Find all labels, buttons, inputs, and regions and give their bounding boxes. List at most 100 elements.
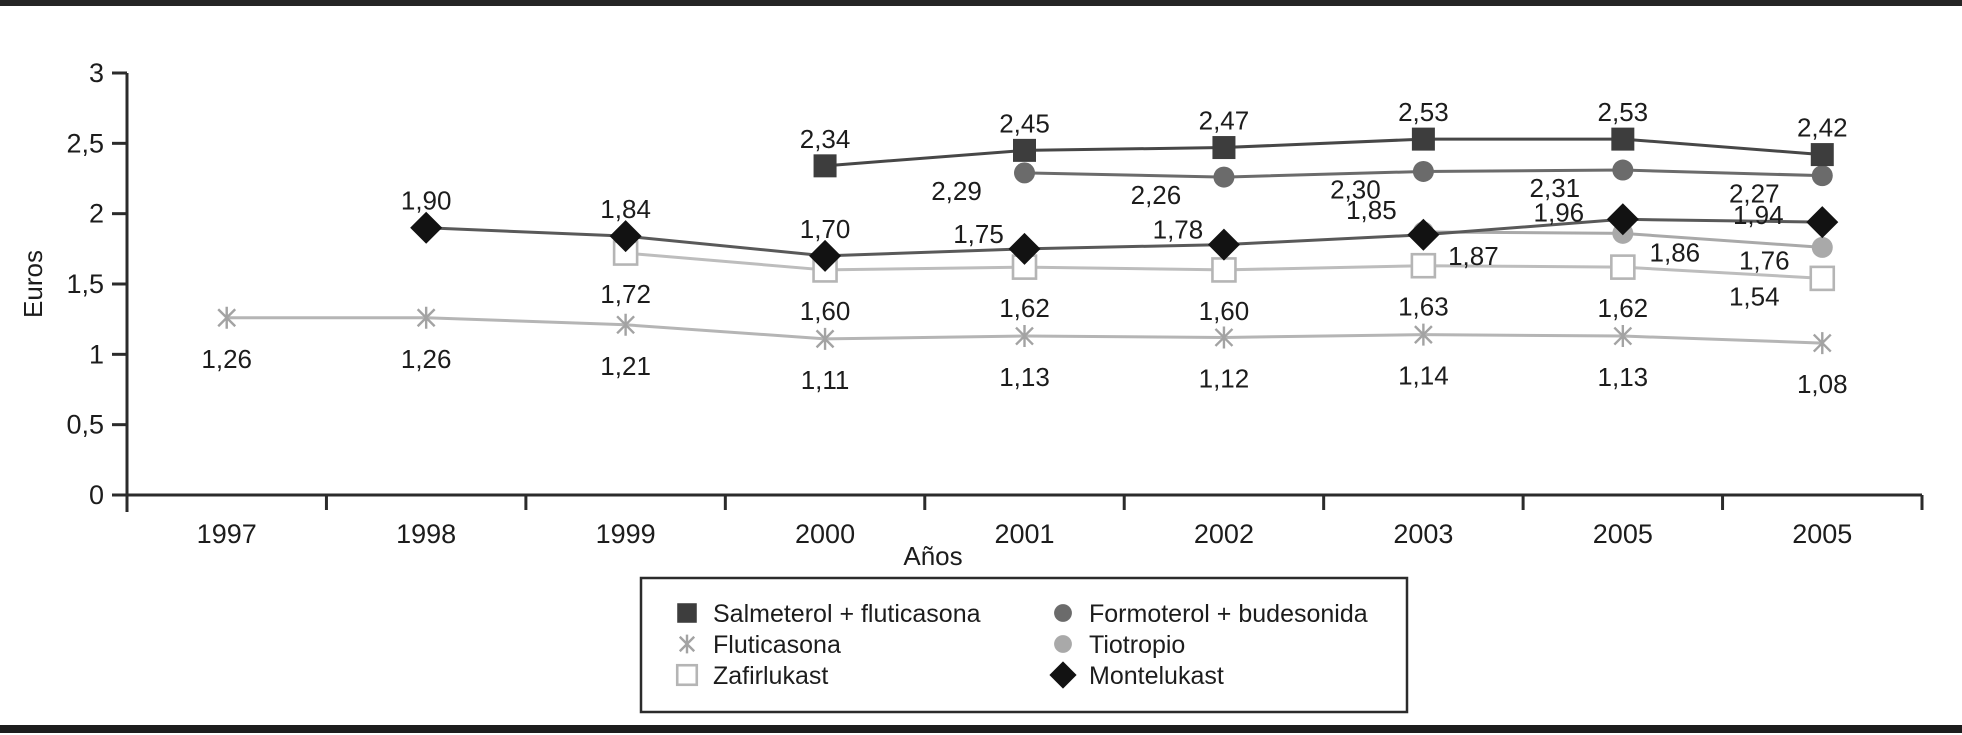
x-axis-title: Años bbox=[903, 541, 962, 571]
point-value-label: 1,14 bbox=[1398, 361, 1449, 391]
x-category-label: 1997 bbox=[197, 519, 257, 549]
legend-item-tiotropio: Tiotropio bbox=[1054, 631, 1185, 659]
point-value-label: 2,53 bbox=[1398, 97, 1449, 127]
marker-filled-circle bbox=[1213, 166, 1235, 188]
marker-asterisk bbox=[1414, 323, 1433, 346]
marker-open-square bbox=[1610, 254, 1636, 280]
point-value-label: 1,84 bbox=[600, 194, 651, 224]
marker-filled-diamond bbox=[1207, 228, 1240, 261]
legend-item-label: Formoterol + budesonida bbox=[1089, 600, 1368, 628]
point-value-label: 1,11 bbox=[801, 365, 850, 395]
marker-open-square bbox=[1809, 265, 1836, 292]
legend-item-label: Zafirlukast bbox=[713, 662, 828, 690]
marker-filled-circle bbox=[1811, 165, 1833, 187]
legend-item-label: Montelukast bbox=[1089, 662, 1224, 690]
series-salmeterol-fluticasona bbox=[813, 127, 1834, 178]
series-montelukast bbox=[410, 203, 1839, 272]
chart-legend: Salmeterol + fluticasona Fluticasona Zafir… bbox=[639, 576, 1409, 714]
marker-filled-square bbox=[677, 603, 697, 623]
point-value-label: 2,30 bbox=[1330, 174, 1381, 204]
point-value-label: 1,08 bbox=[1797, 369, 1848, 399]
chart-point-labels: 1,26 1,26 1,21 1,11 1,13 1,12 1,14 1,13 1,08 1,72… bbox=[201, 97, 1847, 399]
point-value-label: 1,26 bbox=[401, 344, 452, 374]
point-value-label: 1,13 bbox=[1598, 362, 1649, 392]
point-value-label: 2,34 bbox=[800, 124, 851, 154]
marker-asterisk bbox=[616, 313, 635, 336]
y-axis-title: Euros bbox=[18, 250, 48, 318]
y-tick-label: 3 bbox=[89, 58, 104, 88]
marker-asterisk bbox=[1613, 325, 1633, 348]
marker-open-square bbox=[1211, 257, 1237, 283]
marker-open-square bbox=[675, 663, 699, 687]
marker-filled-circle bbox=[1054, 604, 1072, 622]
point-value-label: 1,87 bbox=[1448, 241, 1499, 271]
point-value-label: 1,62 bbox=[999, 293, 1050, 323]
y-tick-label: 2 bbox=[89, 199, 104, 229]
point-value-label: 1,75 bbox=[953, 219, 1004, 249]
x-category-label: 2005 bbox=[1593, 519, 1653, 549]
point-value-label: 1,85 bbox=[1346, 195, 1397, 225]
point-value-label: 1,90 bbox=[401, 186, 452, 216]
marker-filled-diamond bbox=[1008, 232, 1041, 265]
x-category-label: 1999 bbox=[596, 519, 656, 549]
x-category-label: 2000 bbox=[795, 519, 855, 549]
chart-series bbox=[217, 127, 1839, 355]
marker-filled-square bbox=[1411, 127, 1435, 151]
legend-item-zafirlukast: Zafirlukast bbox=[675, 662, 828, 690]
marker-light-circle bbox=[1811, 236, 1833, 258]
marker-filled-circle bbox=[1014, 162, 1035, 184]
x-category-label: 2001 bbox=[994, 519, 1054, 549]
marker-asterisk bbox=[1015, 325, 1034, 348]
point-value-label: 2,47 bbox=[1199, 106, 1250, 136]
point-value-label: 1,72 bbox=[600, 279, 651, 309]
point-value-label: 1,26 bbox=[201, 344, 252, 374]
point-value-label: 1,94 bbox=[1733, 200, 1784, 230]
x-category-label: 1998 bbox=[396, 519, 456, 549]
top-border-rule bbox=[0, 0, 1962, 6]
point-value-label: 1,62 bbox=[1598, 293, 1649, 323]
x-category-label: 2003 bbox=[1393, 519, 1453, 549]
marker-filled-diamond bbox=[410, 211, 443, 244]
marker-filled-circle bbox=[1412, 160, 1434, 182]
marker-filled-square bbox=[1611, 127, 1635, 151]
point-value-label: 2,27 bbox=[1729, 179, 1780, 209]
marker-filled-square bbox=[1810, 143, 1834, 167]
marker-asterisk bbox=[1214, 326, 1234, 349]
marker-filled-square bbox=[1212, 136, 1236, 160]
marker-asterisk bbox=[815, 327, 835, 350]
point-value-label: 1,76 bbox=[1739, 245, 1790, 275]
point-value-label: 1,60 bbox=[800, 296, 851, 326]
point-value-label: 2,26 bbox=[1131, 180, 1182, 210]
point-value-label: 1,12 bbox=[1199, 363, 1250, 393]
x-category-label: 2005 bbox=[1792, 519, 1852, 549]
marker-filled-diamond bbox=[809, 239, 842, 272]
point-value-label: 2,29 bbox=[931, 176, 982, 206]
marker-filled-diamond bbox=[1049, 661, 1077, 689]
legend-item-label: Fluticasona bbox=[713, 631, 841, 659]
marker-asterisk bbox=[217, 306, 237, 329]
marker-filled-square bbox=[1013, 138, 1036, 162]
point-value-label: 1,70 bbox=[800, 214, 851, 244]
marker-filled-square bbox=[813, 154, 837, 178]
marker-asterisk bbox=[416, 306, 436, 329]
series-formoterol-budesonida bbox=[1014, 159, 1833, 188]
point-value-label: 1,96 bbox=[1534, 197, 1585, 227]
point-value-label: 1,60 bbox=[1199, 296, 1250, 326]
point-value-label: 1,54 bbox=[1729, 281, 1780, 311]
marker-open-square bbox=[1410, 252, 1437, 279]
series-line-montelukast bbox=[426, 217, 1823, 258]
legend-item-montelukast: Montelukast bbox=[1049, 661, 1224, 690]
marker-asterisk bbox=[1812, 332, 1832, 355]
legend-item-label: Salmeterol + fluticasona bbox=[713, 600, 981, 628]
series-line-salmeterol-fluticasona bbox=[824, 137, 1823, 168]
legend-box bbox=[639, 576, 1409, 714]
bottom-border-rule bbox=[0, 725, 1962, 733]
point-value-label: 1,86 bbox=[1650, 237, 1701, 267]
legend-item-formoterol-budesonida: Formoterol + budesonida bbox=[1054, 600, 1368, 628]
y-tick-label: 0 bbox=[89, 480, 104, 510]
series-fluticasona bbox=[217, 306, 1832, 355]
x-category-label: 2002 bbox=[1194, 519, 1254, 549]
y-tick-label: 0,5 bbox=[66, 410, 104, 440]
